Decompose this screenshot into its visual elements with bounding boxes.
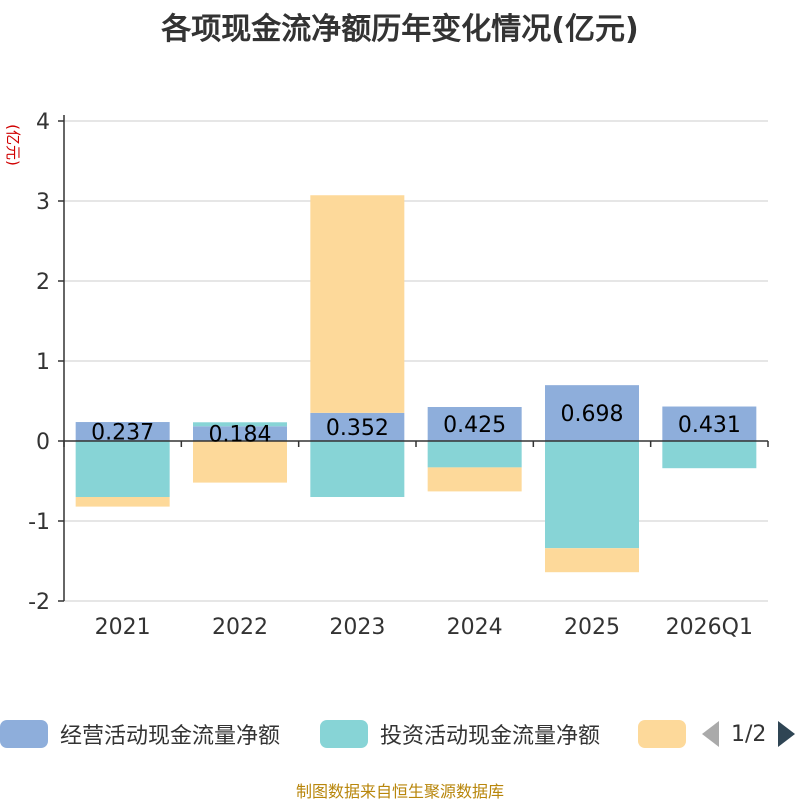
bar-series2-2024 bbox=[427, 467, 522, 492]
legend-label-operating: 经营活动现金流量净额 bbox=[60, 724, 281, 749]
y-tick-label: -2 bbox=[28, 590, 50, 615]
bar-series2-2021 bbox=[75, 497, 170, 507]
x-tick-label: 2025 bbox=[564, 615, 620, 640]
y-tick-label: -1 bbox=[28, 510, 50, 535]
y-tick-label: 1 bbox=[36, 350, 50, 375]
data-label: 0.425 bbox=[443, 413, 506, 438]
bar-series2-2025 bbox=[545, 548, 639, 573]
legend-swatch-financing bbox=[638, 720, 686, 748]
legend: 经营活动现金流量净额 投资活动现金流量净额 1/2 bbox=[0, 716, 800, 752]
data-label: 0.698 bbox=[561, 402, 624, 427]
bar-series1-2026Q1 bbox=[662, 441, 757, 469]
chart-title: 各项现金流净额历年变化情况(亿元) bbox=[161, 12, 639, 47]
data-label: 0.431 bbox=[678, 413, 741, 438]
bar-series1-2021 bbox=[75, 441, 170, 497]
bar-series0-2024 bbox=[427, 407, 522, 441]
axes: -2 -1 0 1 2 3 4 2021 2022 2023 2024 2025 2026Q1 bbox=[28, 110, 769, 640]
bar-series0-2022 bbox=[193, 426, 287, 441]
legend-prev-icon[interactable] bbox=[702, 721, 719, 747]
bar-series2-2022 bbox=[193, 441, 287, 483]
legend-pager: 1/2 bbox=[702, 716, 796, 752]
legend-swatch-investing bbox=[320, 720, 368, 748]
bar-series0-2021 bbox=[75, 422, 170, 441]
legend-label-investing: 投资活动现金流量净额 bbox=[380, 724, 601, 749]
legend-swatch-operating bbox=[0, 720, 48, 748]
bar-series0-2023 bbox=[310, 412, 405, 441]
data-label: 0.184 bbox=[209, 423, 272, 448]
y-tick-label: 3 bbox=[36, 190, 50, 215]
y-axis-unit-label: (亿元) bbox=[4, 124, 22, 166]
legend-next-icon[interactable] bbox=[778, 721, 796, 747]
bar-series0-2025 bbox=[545, 385, 639, 441]
x-tick-label: 2026Q1 bbox=[666, 615, 753, 640]
legend-item-financing[interactable] bbox=[638, 716, 698, 752]
bar-series1-2024 bbox=[427, 441, 522, 468]
bar-series0-2026Q1 bbox=[662, 406, 757, 441]
y-tick-label: 2 bbox=[36, 270, 50, 295]
bar-series2-2023 bbox=[310, 195, 405, 413]
data-label: 0.237 bbox=[91, 421, 154, 446]
legend-page-indicator: 1/2 bbox=[731, 721, 767, 747]
grid-lines bbox=[64, 120, 768, 602]
x-tick-label: 2021 bbox=[95, 615, 151, 640]
y-tick-label: 4 bbox=[36, 110, 50, 135]
data-source-note: 制图数据来自恒生聚源数据库 bbox=[295, 782, 504, 801]
legend-item-operating[interactable]: 经营活动现金流量净额 bbox=[0, 716, 280, 752]
chart-plot: -2 -1 0 1 2 3 4 2021 2022 2023 2024 2025 2026Q1 0.23… bbox=[4, 110, 769, 640]
legend-item-investing[interactable]: 投资活动现金流量净额 bbox=[320, 716, 600, 752]
bar-series1-2022 bbox=[193, 422, 287, 427]
x-tick-label: 2023 bbox=[329, 615, 385, 640]
y-tick-label: 0 bbox=[36, 430, 50, 455]
x-tick-label: 2024 bbox=[447, 615, 503, 640]
bar-series1-2025 bbox=[545, 441, 639, 549]
data-label: 0.352 bbox=[326, 416, 389, 441]
x-tick-label: 2022 bbox=[212, 615, 268, 640]
data-labels: 0.237 0.184 0.352 0.425 0.698 0.431 bbox=[91, 402, 741, 448]
bar-series bbox=[75, 195, 757, 573]
bar-series1-2023 bbox=[310, 441, 405, 497]
